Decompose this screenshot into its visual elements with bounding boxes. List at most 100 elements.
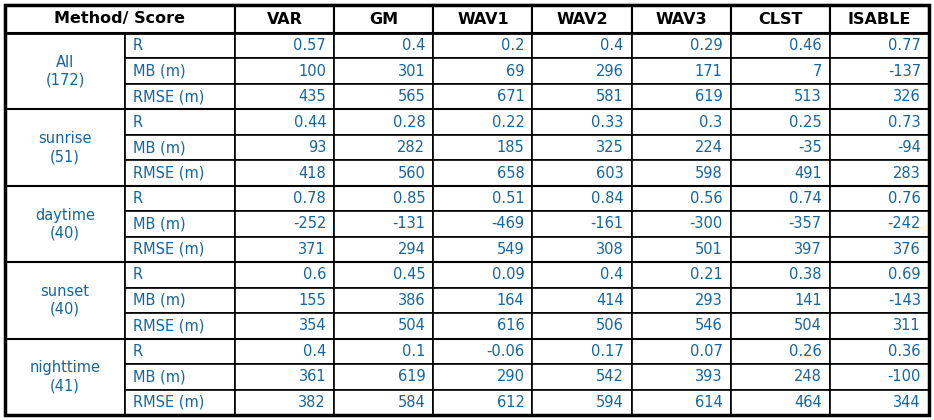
Bar [730, 389, 829, 415]
Text: 501: 501 [695, 242, 723, 257]
Bar [829, 211, 929, 237]
Text: 612: 612 [497, 395, 524, 410]
Bar [829, 288, 929, 313]
Text: 0.38: 0.38 [789, 268, 822, 282]
Bar [334, 288, 433, 313]
Text: 619: 619 [398, 369, 425, 384]
Text: 0.45: 0.45 [392, 268, 425, 282]
Text: 504: 504 [397, 318, 425, 333]
Text: -131: -131 [392, 216, 425, 231]
Text: 293: 293 [695, 293, 723, 308]
Bar [829, 58, 929, 84]
Text: 0.21: 0.21 [690, 268, 723, 282]
Bar [730, 186, 829, 211]
Bar [5, 262, 125, 339]
Bar [235, 5, 334, 33]
Text: 0.33: 0.33 [591, 115, 624, 130]
Bar [730, 109, 829, 135]
Text: R: R [133, 268, 143, 282]
Text: 344: 344 [894, 395, 921, 410]
Bar [631, 135, 730, 160]
Bar [125, 339, 235, 364]
Text: RMSE (m): RMSE (m) [133, 395, 205, 410]
Text: 282: 282 [397, 140, 425, 155]
Bar [125, 58, 235, 84]
Bar [631, 211, 730, 237]
Bar [631, 313, 730, 339]
Bar [730, 33, 829, 58]
Text: 658: 658 [497, 165, 524, 181]
Text: MB (m): MB (m) [133, 140, 186, 155]
Text: 0.85: 0.85 [392, 191, 425, 206]
Bar [829, 313, 929, 339]
Bar [235, 237, 334, 262]
Bar [631, 58, 730, 84]
Text: 155: 155 [298, 293, 326, 308]
Bar [631, 389, 730, 415]
Bar [730, 237, 829, 262]
Bar [631, 186, 730, 211]
Bar [433, 288, 532, 313]
Text: 397: 397 [794, 242, 822, 257]
Text: 619: 619 [695, 89, 723, 104]
Bar [334, 84, 433, 109]
Bar [532, 58, 631, 84]
Text: 549: 549 [497, 242, 524, 257]
Bar [631, 33, 730, 58]
Text: 294: 294 [397, 242, 425, 257]
Text: RMSE (m): RMSE (m) [133, 242, 205, 257]
Bar [730, 313, 829, 339]
Bar [433, 58, 532, 84]
Text: -143: -143 [888, 293, 921, 308]
Bar [433, 237, 532, 262]
Text: 504: 504 [794, 318, 822, 333]
Text: 376: 376 [893, 242, 921, 257]
Text: 171: 171 [695, 64, 723, 79]
Bar [730, 84, 829, 109]
Bar [334, 186, 433, 211]
Text: 0.29: 0.29 [690, 38, 723, 53]
Text: 248: 248 [794, 369, 822, 384]
Bar [125, 33, 235, 58]
Bar [433, 84, 532, 109]
Bar [532, 5, 631, 33]
Text: 435: 435 [299, 89, 326, 104]
Bar [235, 33, 334, 58]
Text: -300: -300 [689, 216, 723, 231]
Bar [5, 186, 125, 262]
Bar [829, 84, 929, 109]
Text: 0.09: 0.09 [491, 268, 524, 282]
Text: 0.84: 0.84 [591, 191, 624, 206]
Text: All: All [56, 55, 74, 70]
Bar [532, 211, 631, 237]
Text: (172): (172) [46, 73, 85, 88]
Text: 414: 414 [596, 293, 624, 308]
Bar [235, 288, 334, 313]
Text: sunset: sunset [40, 284, 90, 299]
Bar [235, 389, 334, 415]
Bar [125, 186, 235, 211]
Bar [433, 389, 532, 415]
Text: 616: 616 [497, 318, 524, 333]
Bar [5, 109, 125, 186]
Text: 594: 594 [596, 395, 624, 410]
Bar [631, 237, 730, 262]
Text: VAR: VAR [266, 11, 303, 26]
Text: R: R [133, 38, 143, 53]
Text: 283: 283 [893, 165, 921, 181]
Text: 560: 560 [397, 165, 425, 181]
Bar [829, 364, 929, 389]
Text: nighttime: nighttime [30, 360, 101, 375]
Text: 603: 603 [596, 165, 624, 181]
Bar [334, 109, 433, 135]
Text: 542: 542 [596, 369, 624, 384]
Text: 296: 296 [596, 64, 624, 79]
Bar [334, 211, 433, 237]
Text: 0.74: 0.74 [789, 191, 822, 206]
Text: 506: 506 [596, 318, 624, 333]
Bar [730, 5, 829, 33]
Bar [532, 262, 631, 288]
Bar [334, 339, 433, 364]
Bar [5, 339, 125, 415]
Bar [235, 364, 334, 389]
